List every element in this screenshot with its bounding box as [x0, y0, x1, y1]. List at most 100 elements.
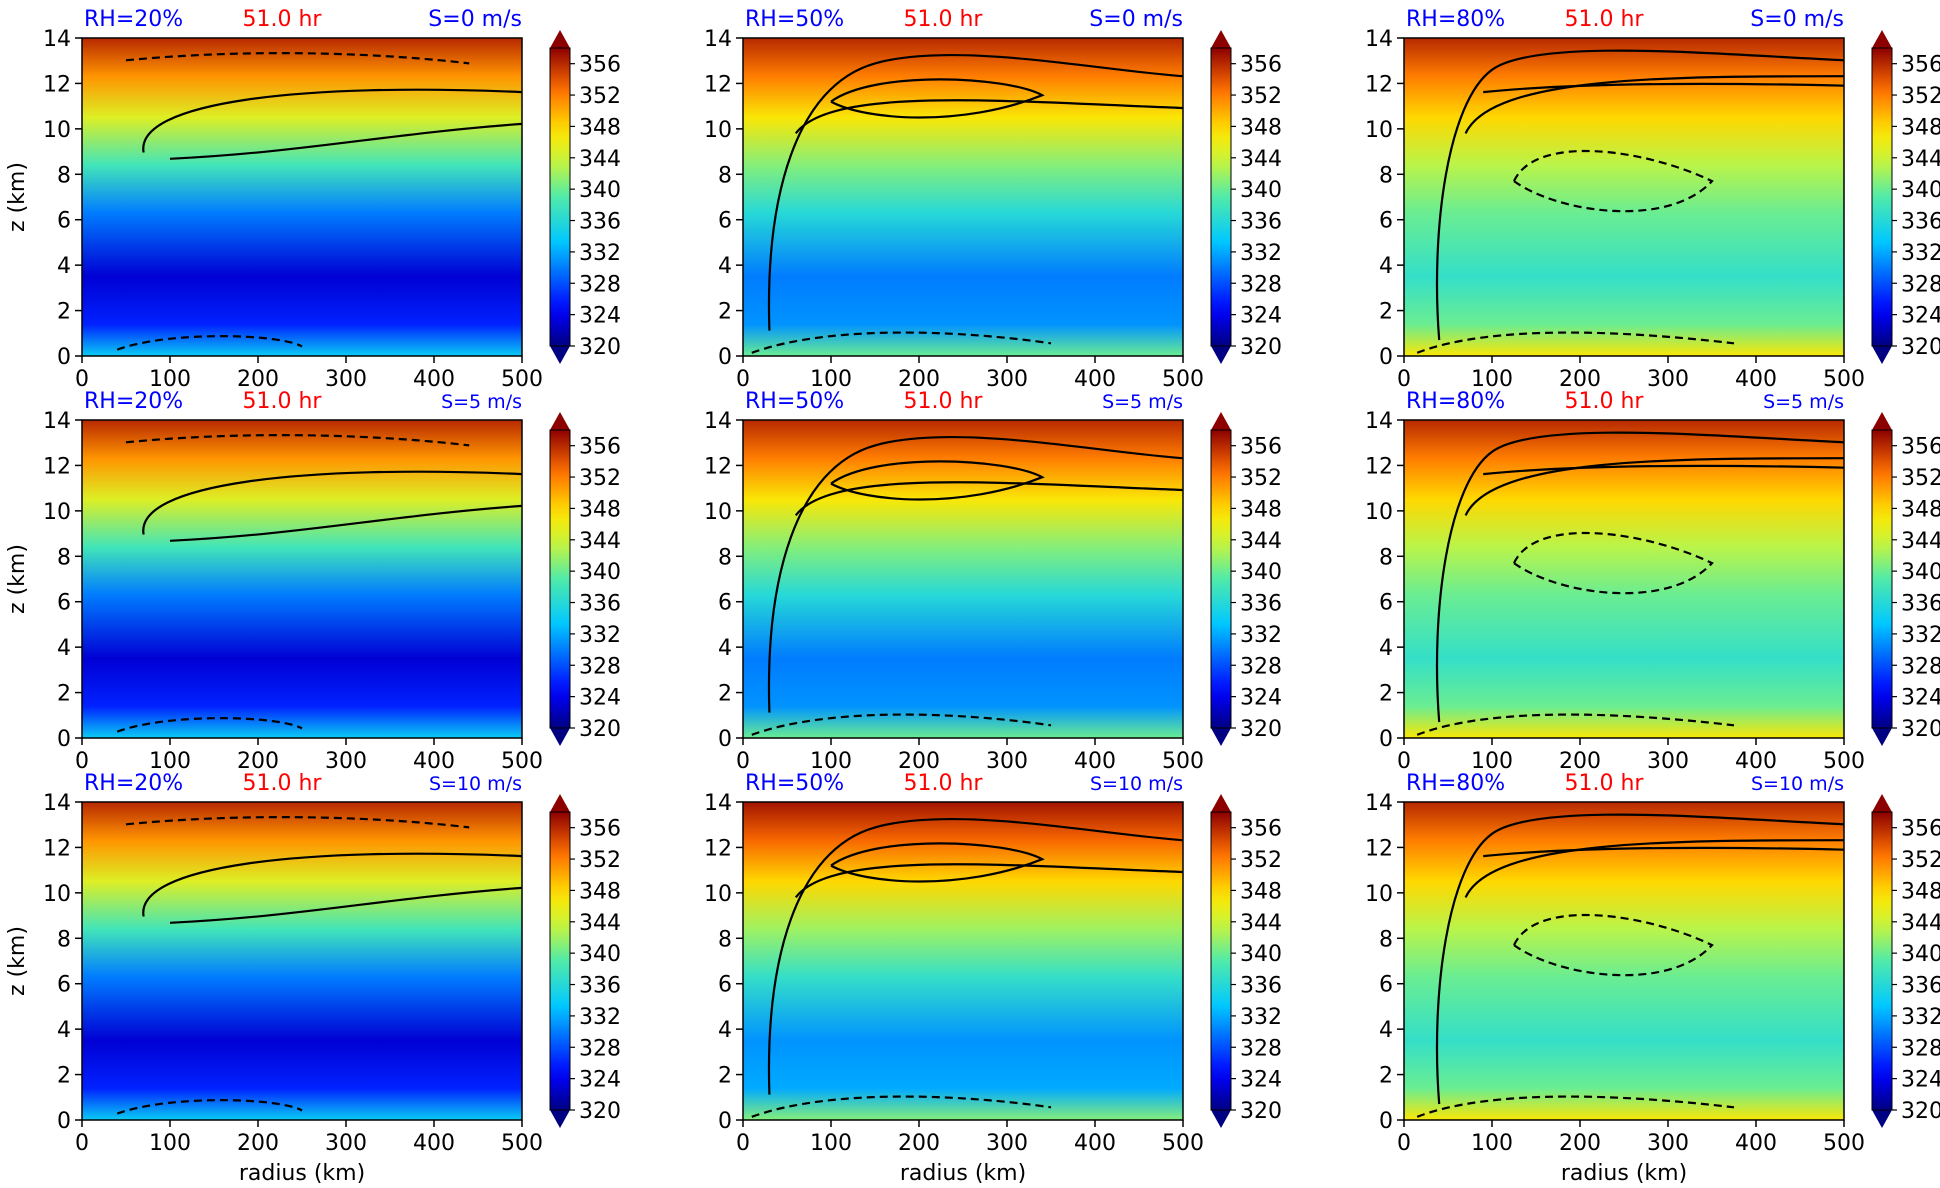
x-tick-label: 500 [1162, 1131, 1204, 1156]
x-tick-label: 300 [986, 367, 1028, 392]
colorbar: 356 352 348 344 340 336 332 328 324 320 [549, 412, 621, 746]
contour-positive [794, 481, 1184, 517]
time-label: 51.0 hr [1565, 389, 1645, 414]
colorbar-tick-label: 320 [1901, 717, 1940, 742]
y-tick-label: 10 [1365, 500, 1393, 525]
x-tick-label: 400 [1735, 749, 1777, 774]
panel-2-1: 0 100 200 300 400 500 0 2 4 6 8 10 12 14 z (km) RH=20% 5… [5, 389, 621, 774]
colorbar-extend-bottom [1211, 1110, 1231, 1128]
colorbar-tick-label: 320 [579, 717, 621, 742]
colorbar-tick-label: 328 [579, 272, 621, 297]
colorbar: 356 352 348 344 340 336 332 328 324 320 [1871, 794, 1940, 1128]
colorbar-tick-label: 336 [1240, 974, 1282, 999]
colorbar-tick-label: 352 [579, 84, 621, 109]
axes-frame [742, 801, 1184, 1121]
y-tick-label: 8 [57, 927, 71, 952]
y-tick-label: 0 [718, 727, 732, 752]
x-tick-label: 300 [1647, 749, 1689, 774]
panel-3-1: 0 100 200 300 400 500 0 2 4 6 8 10 12 14 z (km) radius … [5, 771, 621, 1186]
contour-negative [1416, 331, 1735, 354]
colorbar-tick-label: 352 [1240, 848, 1282, 873]
x-tick-label: 200 [1559, 1131, 1601, 1156]
x-tick-label: 500 [501, 367, 543, 392]
x-tick-label: 200 [237, 749, 279, 774]
colorbar-tick-label: 320 [1240, 717, 1282, 742]
y-tick-label: 4 [718, 1018, 732, 1043]
colorbar-frame [549, 429, 571, 729]
colorbar-tick-label: 328 [1240, 654, 1282, 679]
y-tick-label: 10 [43, 118, 71, 143]
contour-positive [1483, 846, 1845, 858]
panel-2-2: 0 100 200 300 400 500 0 2 4 6 8 10 12 14 RH=50% 51.0 hr… [704, 389, 1282, 774]
colorbar-tick-label: 348 [579, 115, 621, 140]
y-tick-label: 10 [704, 882, 732, 907]
contour-negative [1513, 531, 1714, 595]
heatmap-field [743, 38, 1183, 356]
y-tick-label: 14 [704, 409, 732, 434]
x-tick-label: 100 [1471, 749, 1513, 774]
y-tick-label: 14 [1365, 27, 1393, 52]
y-tick-label: 0 [57, 727, 71, 752]
colorbar-tick-label: 348 [1901, 497, 1940, 522]
contour-positive [169, 122, 523, 160]
y-tick-label: 8 [1379, 163, 1393, 188]
colorbar: 356 352 348 344 340 336 332 328 324 320 [549, 794, 621, 1128]
shear-label: S=5 m/s [441, 391, 522, 413]
colorbar-tick-label: 344 [1240, 529, 1282, 554]
colorbar-tick-label: 320 [579, 335, 621, 360]
colorbar-extend-top [1211, 30, 1231, 48]
y-tick-label: 4 [57, 636, 71, 661]
y-tick-label: 12 [1365, 454, 1393, 479]
y-tick-label: 10 [43, 500, 71, 525]
x-tick-label: 200 [898, 367, 940, 392]
colorbar-tick-label: 348 [579, 497, 621, 522]
colorbar-tick-label: 324 [579, 1068, 621, 1093]
contour-negative [116, 717, 303, 733]
x-tick-label: 100 [149, 749, 191, 774]
rh-label: RH=80% [1406, 7, 1505, 32]
colorbar-tick-label: 332 [1240, 241, 1282, 266]
x-tick-label: 100 [1471, 367, 1513, 392]
contour-positive [767, 53, 1184, 331]
time-label: 51.0 hr [243, 7, 323, 32]
contour-positive [794, 99, 1184, 135]
rh-label: RH=80% [1406, 389, 1505, 414]
colorbar-tick-label: 328 [1240, 1036, 1282, 1061]
y-tick-label: 8 [718, 545, 732, 570]
x-tick-label: 200 [237, 367, 279, 392]
colorbar-tick-label: 328 [1901, 1036, 1940, 1061]
colorbar-body [1211, 48, 1231, 346]
y-tick-label: 14 [704, 27, 732, 52]
x-tick-label: 200 [237, 1131, 279, 1156]
colorbar-tick-label: 348 [579, 879, 621, 904]
colorbar-tick-label: 340 [579, 178, 621, 203]
colorbar-body [1872, 430, 1892, 728]
time-label: 51.0 hr [243, 389, 323, 414]
x-tick-label: 0 [75, 1131, 89, 1156]
heatmap-field [82, 802, 522, 1120]
y-tick-label: 6 [718, 209, 732, 234]
colorbar-frame [1871, 811, 1893, 1111]
contour-negative [125, 52, 470, 65]
contour-negative [751, 331, 1052, 354]
contour-positive [169, 504, 523, 542]
time-label: 51.0 hr [904, 389, 984, 414]
shear-label: S=10 m/s [1090, 773, 1183, 795]
y-tick-label: 14 [1365, 409, 1393, 434]
y-tick-label: 12 [1365, 836, 1393, 861]
colorbar-tick-label: 344 [1240, 911, 1282, 936]
colorbar-tick-label: 332 [1240, 1005, 1282, 1030]
colorbar-tick-label: 356 [579, 53, 621, 78]
y-tick-label: 14 [43, 27, 71, 52]
y-tick-label: 12 [704, 836, 732, 861]
colorbar-tick-label: 352 [579, 848, 621, 873]
colorbar-tick-label: 336 [579, 592, 621, 617]
colorbar-tick-label: 340 [1240, 560, 1282, 585]
y-tick-label: 8 [1379, 545, 1393, 570]
panel-1-2: 0 100 200 300 400 500 0 2 4 6 8 10 12 14 RH=50% 51.0 hr… [704, 7, 1282, 392]
time-label: 51.0 hr [243, 771, 323, 796]
x-tick-label: 400 [1735, 1131, 1777, 1156]
y-tick-label: 12 [1365, 72, 1393, 97]
colorbar-body [1211, 812, 1231, 1110]
